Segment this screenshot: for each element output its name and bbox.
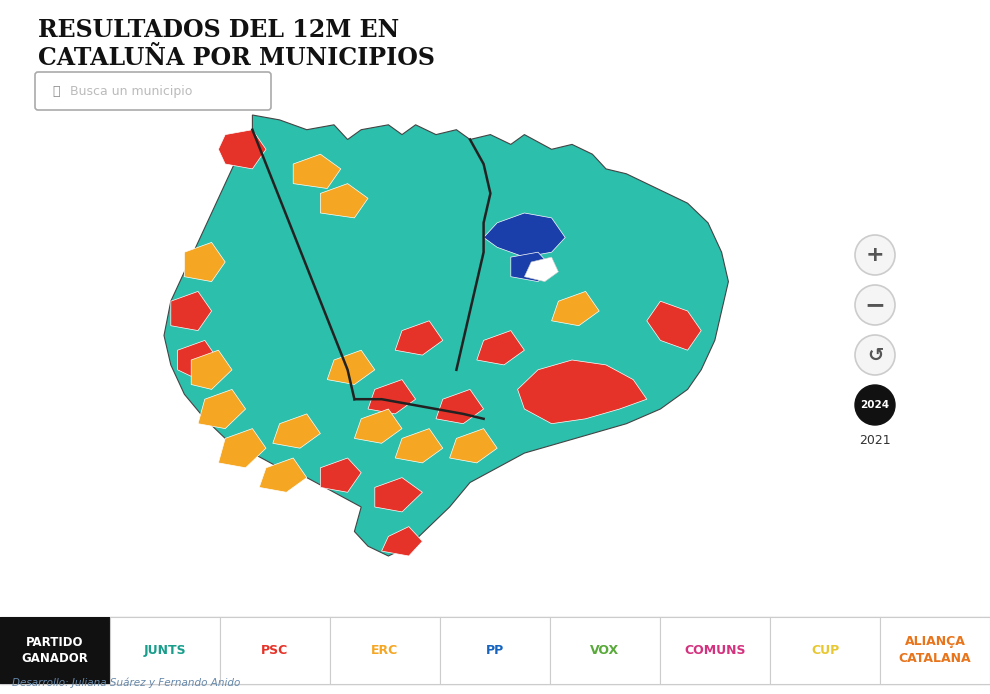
Polygon shape xyxy=(191,350,232,389)
Polygon shape xyxy=(171,291,212,330)
Text: Desarrollo: Juliana Suárez y Fernando Anido: Desarrollo: Juliana Suárez y Fernando An… xyxy=(12,677,241,688)
Polygon shape xyxy=(321,184,368,218)
Polygon shape xyxy=(477,330,525,365)
Polygon shape xyxy=(259,458,307,492)
Polygon shape xyxy=(395,429,443,463)
Text: 🔍: 🔍 xyxy=(52,85,59,97)
FancyBboxPatch shape xyxy=(660,617,770,684)
Text: Busca un municipio: Busca un municipio xyxy=(70,85,192,97)
FancyBboxPatch shape xyxy=(35,72,271,110)
FancyBboxPatch shape xyxy=(550,617,660,684)
Polygon shape xyxy=(483,213,565,257)
Text: −: − xyxy=(864,293,885,317)
Text: JUNTS: JUNTS xyxy=(144,644,186,657)
Circle shape xyxy=(855,285,895,325)
Circle shape xyxy=(855,385,895,425)
Polygon shape xyxy=(381,527,423,556)
FancyBboxPatch shape xyxy=(0,617,990,684)
Polygon shape xyxy=(368,380,416,414)
Polygon shape xyxy=(354,409,402,443)
Text: ↺: ↺ xyxy=(867,346,883,364)
Polygon shape xyxy=(293,154,341,189)
Polygon shape xyxy=(184,242,225,282)
Text: PARTIDO
GANADOR: PARTIDO GANADOR xyxy=(22,636,88,666)
Polygon shape xyxy=(525,257,558,282)
Polygon shape xyxy=(436,389,483,424)
Polygon shape xyxy=(273,414,321,448)
Polygon shape xyxy=(321,458,361,492)
FancyBboxPatch shape xyxy=(110,617,220,684)
Polygon shape xyxy=(219,130,266,169)
Text: PP: PP xyxy=(486,644,504,657)
Text: +: + xyxy=(865,245,884,265)
Polygon shape xyxy=(177,340,219,380)
Text: CATALUÑA POR MUNICIPIOS: CATALUÑA POR MUNICIPIOS xyxy=(38,46,435,70)
Polygon shape xyxy=(198,389,246,429)
Text: 2024: 2024 xyxy=(860,400,890,410)
Polygon shape xyxy=(219,429,266,468)
Polygon shape xyxy=(551,291,599,325)
Polygon shape xyxy=(646,301,701,350)
FancyBboxPatch shape xyxy=(770,617,880,684)
FancyBboxPatch shape xyxy=(0,617,110,684)
Polygon shape xyxy=(328,350,375,384)
Text: 2021: 2021 xyxy=(859,434,891,446)
FancyBboxPatch shape xyxy=(440,617,550,684)
FancyBboxPatch shape xyxy=(220,617,330,684)
Text: ERC: ERC xyxy=(371,644,399,657)
FancyBboxPatch shape xyxy=(330,617,440,684)
Text: RESULTADOS DEL 12M EN: RESULTADOS DEL 12M EN xyxy=(38,18,399,42)
Text: COMUNS: COMUNS xyxy=(684,644,745,657)
FancyBboxPatch shape xyxy=(880,617,990,684)
Polygon shape xyxy=(395,321,443,355)
Circle shape xyxy=(855,335,895,375)
Polygon shape xyxy=(518,360,646,424)
Text: PSC: PSC xyxy=(261,644,289,657)
Text: CUP: CUP xyxy=(811,644,840,657)
Text: ALIANÇA
CATALANA: ALIANÇA CATALANA xyxy=(899,636,971,666)
Text: VOX: VOX xyxy=(590,644,620,657)
Polygon shape xyxy=(375,477,423,512)
Circle shape xyxy=(855,235,895,275)
Polygon shape xyxy=(511,252,551,282)
Polygon shape xyxy=(449,429,497,463)
Polygon shape xyxy=(164,115,729,556)
